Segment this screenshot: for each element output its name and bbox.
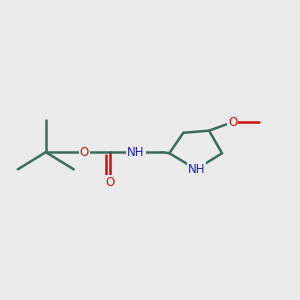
Text: NH: NH [188, 163, 205, 176]
Text: O: O [228, 116, 237, 129]
Text: O: O [106, 176, 115, 189]
Text: O: O [80, 146, 89, 159]
Text: NH: NH [127, 146, 145, 159]
